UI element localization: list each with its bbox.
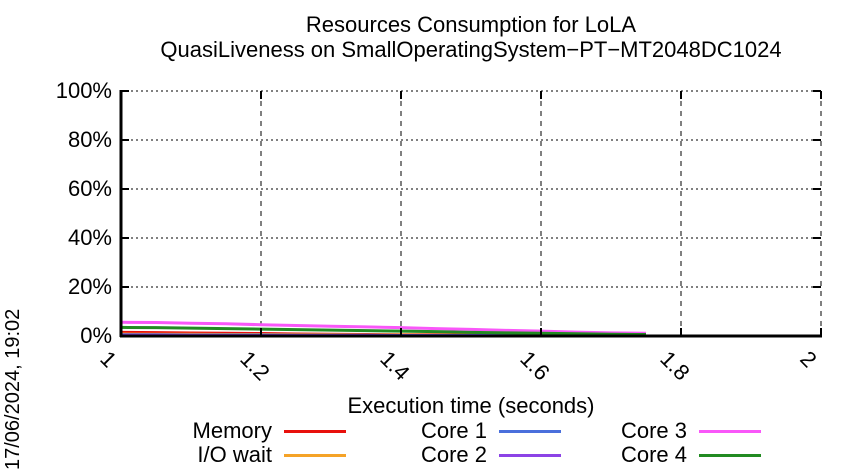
legend-swatch-core-1 — [499, 430, 561, 433]
legend-label-i-o-wait: I/O wait — [197, 442, 272, 467]
legend-label-core-2: Core 2 — [420, 442, 487, 467]
chart-title: Resources Consumption for LoLA QuasiLive… — [121, 12, 821, 62]
y-tick-label: 20% — [67, 274, 112, 299]
legend-swatch-core-3 — [699, 430, 761, 433]
y-tick-label: 40% — [67, 225, 112, 250]
legend-swatch-memory — [284, 430, 346, 433]
legend-label-core-4: Core 4 — [620, 442, 687, 467]
legend-swatch-core-2 — [499, 454, 561, 457]
y-tick-label: 60% — [67, 176, 112, 201]
series-line-core-3 — [120, 320, 647, 335]
legend-label-memory: Memory — [192, 418, 272, 443]
legend-label-core-3: Core 3 — [620, 418, 687, 443]
chart-title-line1: Resources Consumption for LoLA — [305, 12, 637, 37]
x-axis-label: Execution time (seconds) — [347, 393, 595, 418]
y-tick-label: 80% — [67, 127, 112, 152]
legend-label-core-1: Core 1 — [420, 418, 487, 443]
chart-title-line2: QuasiLiveness on SmallOperatingSystem−PT… — [160, 37, 782, 62]
y-tick-label: 100% — [55, 78, 112, 103]
legend-swatch-i-o-wait — [284, 454, 346, 457]
series-line-core-4 — [120, 325, 647, 337]
y-tick-label: 0% — [80, 323, 112, 348]
legend-swatch-core-4 — [699, 454, 761, 457]
